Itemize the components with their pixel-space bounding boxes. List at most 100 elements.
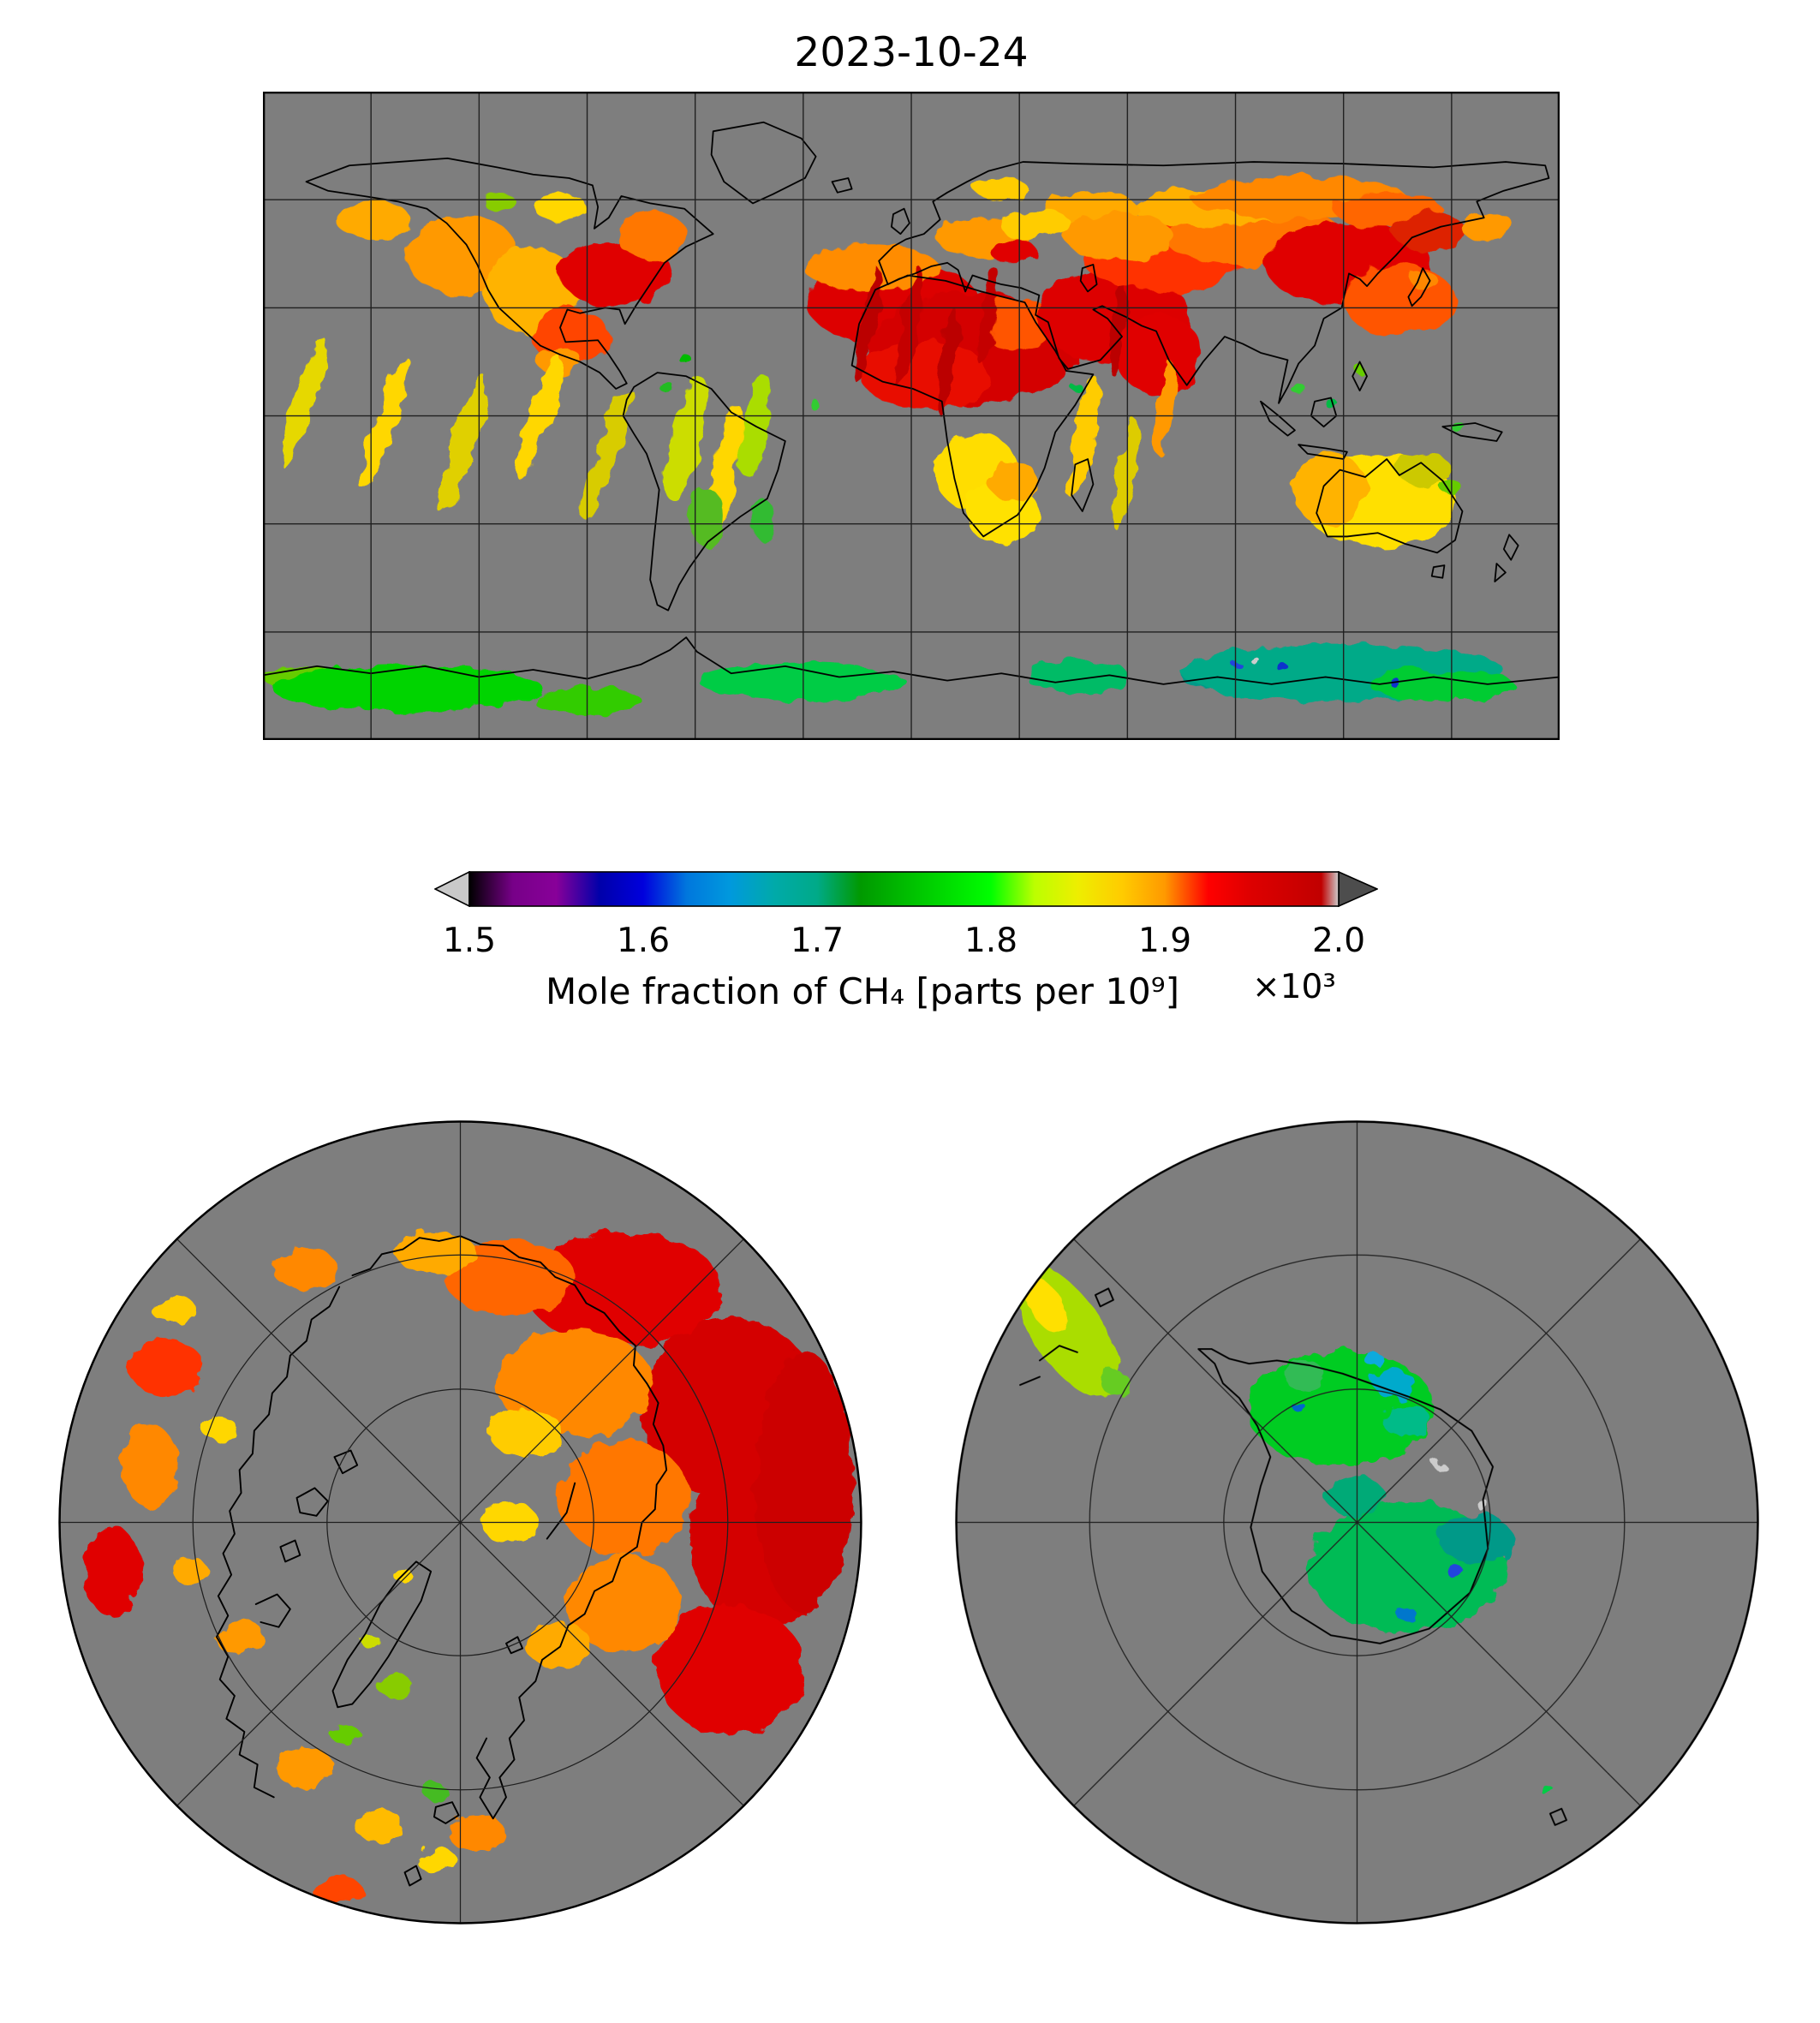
data-swath bbox=[84, 1526, 142, 1617]
data-swath bbox=[656, 1604, 804, 1735]
coastline-eurasia bbox=[878, 161, 1550, 404]
coastline-caspian bbox=[1079, 263, 1098, 293]
north-polar-panel bbox=[58, 1120, 862, 1925]
coastline-japan bbox=[1407, 267, 1431, 307]
data-swath bbox=[1072, 384, 1083, 394]
data-swath bbox=[482, 192, 516, 211]
data-swath bbox=[988, 461, 1039, 501]
data-swath bbox=[395, 1232, 477, 1274]
coastline-south-america-tip bbox=[1019, 1376, 1041, 1387]
data-swath bbox=[1235, 664, 1245, 672]
data-swath bbox=[1433, 1460, 1445, 1470]
data-swath bbox=[151, 1296, 197, 1323]
coastline-north-america-arctic bbox=[215, 1286, 341, 1799]
data-swath bbox=[1064, 212, 1173, 260]
data-swath bbox=[974, 177, 1029, 200]
data-swath bbox=[360, 1634, 380, 1648]
data-swath bbox=[354, 1808, 403, 1841]
data-swath bbox=[982, 296, 1054, 351]
data-swath bbox=[1328, 402, 1341, 412]
data-swath bbox=[335, 201, 411, 238]
coastline-greenland bbox=[710, 121, 817, 205]
south-polar-coastlines bbox=[1019, 1287, 1567, 1826]
data-swath bbox=[1000, 209, 1072, 241]
data-swath bbox=[1253, 659, 1263, 667]
coastline-antarctica bbox=[263, 636, 1560, 685]
coastline-hudson-bay bbox=[254, 1593, 291, 1628]
data-swath bbox=[1025, 660, 1131, 694]
data-swath bbox=[936, 307, 958, 415]
coastline-tierra-del-fuego bbox=[1039, 1345, 1078, 1362]
data-swath bbox=[664, 377, 708, 500]
data-swath bbox=[967, 484, 1040, 546]
data-swath bbox=[1280, 665, 1291, 675]
data-swath bbox=[128, 1338, 203, 1396]
data-swath bbox=[978, 267, 1000, 367]
data-swath bbox=[525, 1232, 723, 1347]
data-swath bbox=[377, 1674, 414, 1698]
data-swath bbox=[1397, 453, 1452, 486]
data-swath bbox=[272, 664, 542, 712]
coastline-africa bbox=[850, 274, 1095, 538]
data-swath bbox=[533, 194, 588, 220]
coastline-arctic-island bbox=[279, 1539, 301, 1563]
data-swath bbox=[660, 383, 676, 395]
data-swath bbox=[121, 1423, 179, 1507]
coastline-arctic-island bbox=[333, 1449, 359, 1475]
coastline-eurasia-arctic bbox=[351, 1235, 668, 1820]
data-swath bbox=[803, 243, 939, 291]
colorbar-axis-label: Mole fraction of CH₄ [parts per 10⁹] bbox=[546, 970, 1179, 1012]
data-swath bbox=[280, 337, 327, 467]
coastline-madagascar bbox=[1071, 458, 1095, 512]
colorbar-tick-label: 1.6 bbox=[616, 922, 671, 960]
data-swath bbox=[582, 386, 631, 521]
colorbar-gradient-bar bbox=[468, 871, 1340, 907]
world-satellite-swaths bbox=[263, 176, 1515, 715]
data-swath bbox=[1411, 272, 1439, 290]
data-swath bbox=[1293, 1403, 1307, 1413]
data-swath bbox=[1396, 1606, 1417, 1622]
data-swath bbox=[862, 341, 988, 410]
colorbar-tick-label: 2.0 bbox=[1311, 922, 1366, 960]
coastline-uk-polar bbox=[403, 1865, 422, 1887]
data-swath bbox=[1112, 419, 1139, 530]
data-swath bbox=[1381, 1404, 1431, 1437]
colorbar-over-arrow bbox=[1338, 871, 1378, 907]
data-swath bbox=[1364, 1352, 1384, 1366]
data-swath bbox=[525, 1622, 592, 1668]
data-swath bbox=[276, 1747, 334, 1788]
data-swath bbox=[1460, 212, 1515, 242]
data-swath bbox=[558, 1441, 689, 1555]
data-swath bbox=[1069, 376, 1100, 501]
data-swath bbox=[331, 1725, 361, 1746]
data-swath bbox=[200, 1417, 237, 1441]
world-graticule bbox=[263, 92, 1560, 740]
data-swath bbox=[423, 1784, 449, 1801]
data-swath bbox=[1154, 361, 1177, 456]
data-swath bbox=[444, 1240, 576, 1314]
data-swath bbox=[1023, 1277, 1070, 1334]
colorbar-tick-label: 1.7 bbox=[790, 922, 844, 960]
data-swath bbox=[566, 1555, 682, 1654]
data-swath bbox=[272, 1248, 338, 1290]
data-swath bbox=[1356, 366, 1368, 376]
data-swath bbox=[1447, 1565, 1464, 1578]
coastline-small-island bbox=[1548, 1807, 1567, 1826]
data-swath bbox=[1343, 264, 1456, 337]
data-swath bbox=[1543, 1787, 1556, 1798]
coastline-iceland-polar bbox=[433, 1801, 460, 1824]
coastline-java bbox=[1298, 444, 1348, 460]
south-polar-border bbox=[955, 1120, 1759, 1925]
north-polar-border bbox=[58, 1120, 862, 1925]
coastline-greenland-polar bbox=[331, 1561, 433, 1709]
north-polar-graticule bbox=[59, 1121, 862, 1924]
data-swath bbox=[896, 267, 923, 388]
data-swath bbox=[807, 397, 818, 407]
figure-title: 2023-10-24 bbox=[794, 29, 1029, 76]
colorbar-under-arrow bbox=[434, 871, 470, 907]
coastline-arctic-island bbox=[295, 1487, 329, 1517]
graticule-line bbox=[1073, 1238, 1641, 1806]
coastline-uk bbox=[890, 207, 910, 236]
data-swath bbox=[679, 355, 693, 365]
coastline-tasmania bbox=[1430, 564, 1446, 579]
